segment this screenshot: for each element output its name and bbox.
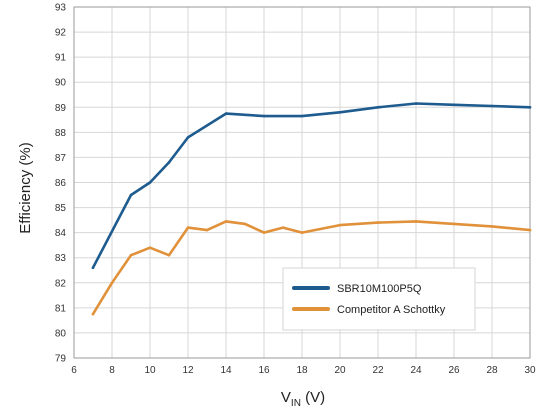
data-point bbox=[148, 246, 152, 249]
data-point bbox=[376, 221, 380, 224]
data-point bbox=[490, 104, 494, 108]
x-tick-label: 20 bbox=[334, 365, 346, 376]
data-point bbox=[243, 222, 247, 226]
data-point bbox=[167, 253, 171, 257]
y-tick-label: 81 bbox=[55, 303, 67, 314]
x-tick-label: 30 bbox=[524, 365, 536, 376]
y-tick-label: 89 bbox=[55, 103, 67, 114]
y-tick-label: 92 bbox=[55, 28, 67, 39]
data-point bbox=[452, 222, 456, 226]
data-point bbox=[148, 181, 152, 184]
legend-label: Competitor A Schottky bbox=[337, 304, 446, 316]
y-tick-label: 83 bbox=[55, 253, 67, 264]
y-tick-label: 79 bbox=[55, 354, 67, 365]
data-point bbox=[186, 226, 190, 229]
plot-border bbox=[73, 6, 531, 359]
data-point bbox=[262, 114, 266, 118]
x-tick-label: 10 bbox=[144, 365, 156, 376]
data-point bbox=[300, 231, 304, 234]
data-point bbox=[414, 220, 418, 223]
y-tick-label: 82 bbox=[55, 278, 67, 289]
series-line-1 bbox=[91, 102, 532, 270]
x-tick-label: 14 bbox=[220, 365, 232, 376]
data-point bbox=[205, 228, 209, 232]
y-tick-label: 93 bbox=[55, 3, 67, 14]
x-tick-label: 26 bbox=[448, 365, 460, 376]
x-axis-title-main: V bbox=[281, 389, 291, 406]
data-point bbox=[186, 136, 190, 139]
data-point bbox=[528, 105, 532, 109]
data-point bbox=[91, 266, 95, 270]
data-point bbox=[300, 114, 304, 118]
x-tick-label: 12 bbox=[182, 365, 194, 376]
y-tick-label: 84 bbox=[55, 228, 67, 239]
data-point bbox=[262, 231, 266, 234]
y-tick-label: 85 bbox=[55, 203, 67, 214]
tick-labels: 79 80 81 82 83 84 85 86 87 88 89 90 91 92 93 6 8 10 12 14 16… bbox=[55, 3, 536, 377]
data-point bbox=[224, 220, 228, 223]
series-lines bbox=[91, 102, 532, 316]
x-axis-title-subscript: IN bbox=[291, 398, 301, 409]
data-point bbox=[338, 223, 342, 227]
x-tick-label: 16 bbox=[258, 365, 270, 376]
data-point bbox=[490, 225, 494, 228]
y-tick-label: 86 bbox=[55, 178, 67, 189]
y-axis-title: Efficiency (%) bbox=[17, 142, 34, 233]
data-point bbox=[91, 312, 95, 316]
data-point bbox=[129, 253, 133, 257]
data-point bbox=[281, 226, 285, 229]
data-point bbox=[224, 112, 228, 115]
x-tick-label: 6 bbox=[71, 365, 77, 376]
x-axis-title: VIN (V) bbox=[281, 389, 325, 409]
data-point bbox=[129, 193, 133, 197]
data-point bbox=[338, 111, 342, 114]
y-tick-label: 90 bbox=[55, 78, 67, 89]
x-tick-label: 28 bbox=[486, 365, 498, 376]
x-tick-label: 24 bbox=[410, 365, 422, 376]
data-point bbox=[376, 105, 380, 109]
y-tick-label: 88 bbox=[55, 128, 67, 139]
series-line-2 bbox=[91, 220, 532, 316]
x-tick-label: 8 bbox=[109, 365, 115, 376]
data-point bbox=[243, 113, 247, 117]
x-tick-label: 22 bbox=[372, 365, 384, 376]
legend-label: SBR10M100P5Q bbox=[337, 283, 422, 295]
x-tick-label: 18 bbox=[296, 365, 308, 376]
legend-box bbox=[282, 267, 476, 331]
y-tick-label: 91 bbox=[55, 53, 67, 64]
data-point bbox=[167, 161, 171, 164]
data-point bbox=[452, 103, 456, 107]
y-tick-label: 80 bbox=[55, 328, 67, 339]
data-point bbox=[414, 102, 418, 105]
data-point bbox=[110, 281, 114, 285]
y-tick-label: 87 bbox=[55, 153, 67, 164]
x-axis-title-unit: (V) bbox=[301, 389, 325, 406]
data-point bbox=[528, 228, 532, 232]
legend: SBR10M100P5Q Competitor A Schottky bbox=[282, 267, 476, 331]
